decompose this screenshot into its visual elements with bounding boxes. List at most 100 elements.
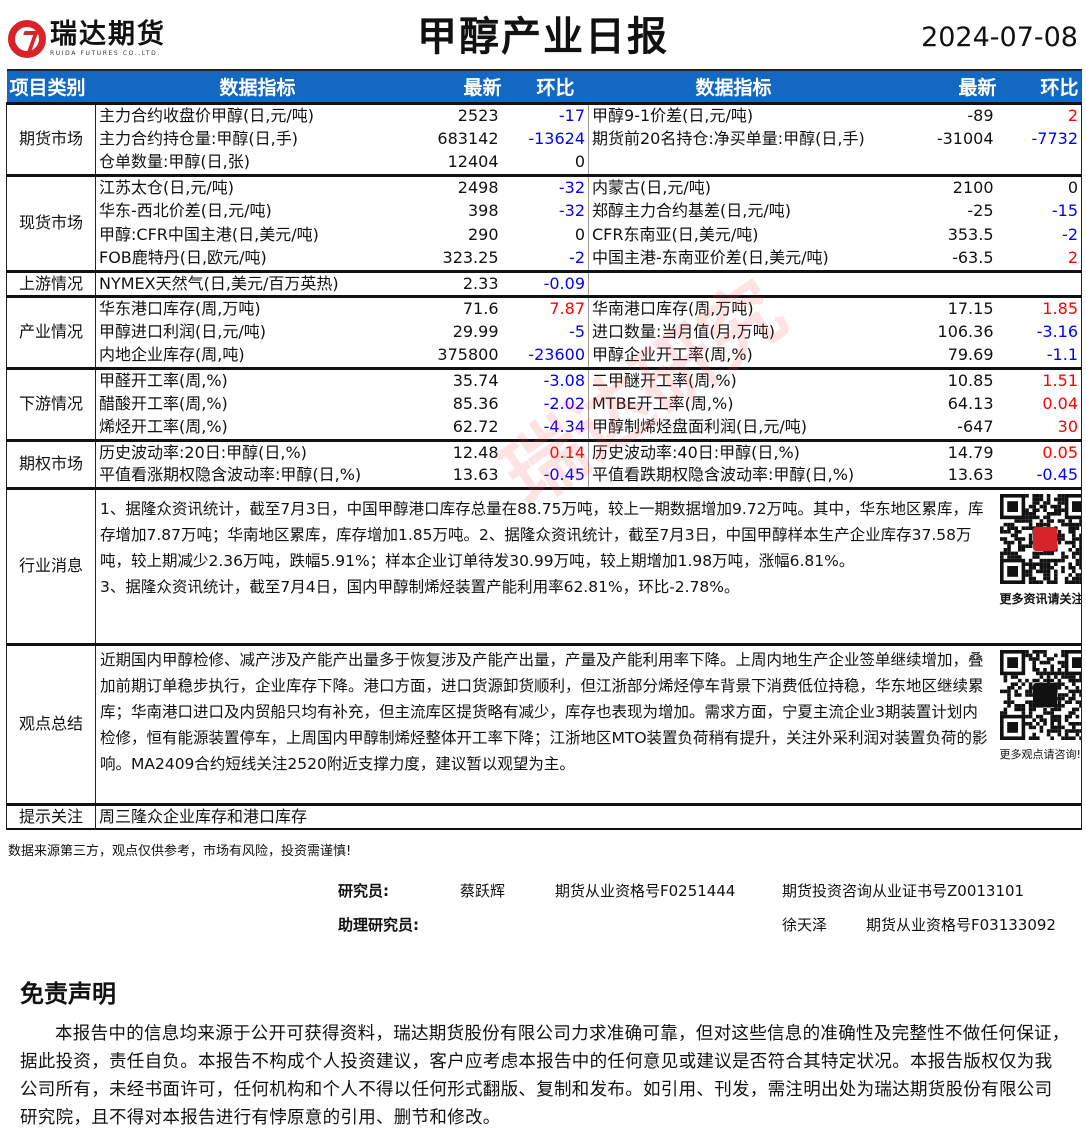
latest-value: 106.36 (937, 322, 994, 341)
qr-follow: 更多资讯请关注! (996, 486, 1082, 644)
indicator-name: NYMEX天然气(日,美元/百万英热) (95, 269, 420, 296)
assistant-label: 助理研究员: (338, 916, 419, 934)
change-value: 0.14 (501, 438, 589, 464)
change-value: -3.08 (501, 366, 589, 392)
latest-value: 10.85 (878, 366, 997, 392)
table-row: 仓单数量:甲醇(日,张) 12404 0 (7, 151, 1082, 175)
researcher-cert: 期货从业资格号F0251444 (555, 882, 736, 900)
category-label: 产业情况 (6, 294, 96, 368)
col-header: 项目类别 (6, 69, 96, 103)
table-row: 华东-西北价差(日,元/吨) 398 -32 郑醇主力合约基差(日,元/吨) -25 -1… (7, 199, 1082, 223)
latest-value: 71.6 (419, 294, 502, 320)
category-label: 期货市场 (6, 101, 96, 175)
news-line: 1、据隆众资讯统计，截至7月3日，中国甲醇港口库存总量在88.75万吨，较上一期… (100, 499, 984, 570)
empty-cell (879, 151, 997, 175)
col-header: 数据指标 (95, 69, 420, 103)
change-value: -1.1 (996, 344, 1082, 368)
indicator-name: 平值看跌期权隐含波动率:甲醇(日,%) (592, 465, 855, 485)
latest-value: -63.5 (952, 248, 994, 268)
table-row: 烯烃开工率(周,%) 62.72 -4.34 甲醇制烯烃盘面利润(日,元/吨) -647… (7, 416, 1082, 440)
change-value: -2.02 (501, 392, 589, 416)
hint-text: 周三隆众企业库存和港口库存 (95, 802, 1082, 830)
category-label: 上游情况 (6, 269, 96, 296)
researcher-label: 研究员: (338, 882, 389, 900)
latest-value: 13.63 (947, 465, 994, 485)
latest-value: -647 (957, 417, 994, 437)
change-value: -0.09 (501, 269, 589, 296)
table-row: 平值看涨期权隐含波动率:甲醇(日,%) 13.63 -0.45 平值看跌期权隐含波动率… (7, 464, 1082, 488)
report-date: 2024-07-08 (921, 22, 1078, 53)
indicator-name: 甲醇企业开工率(周,%) (592, 345, 753, 365)
table-row: 期货市场 主力合约收盘价甲醇(日,元/吨) 2523 -17 甲醇9-1价差(日,元/吨… (6, 101, 1082, 175)
latest-value: 64.13 (947, 394, 994, 413)
change-value: -7732 (996, 127, 1082, 151)
indicator-name: 内地企业库存(周,吨) (99, 345, 245, 365)
indicator-name: MTBE开工率(周,%) (592, 394, 734, 413)
change-value: 2 (996, 247, 1082, 271)
latest-value: 29.99 (452, 322, 499, 341)
change-value: 0 (996, 173, 1082, 199)
hint-row: 提示关注 周三隆众企业库存和港口库存 (6, 802, 1082, 830)
change-value: 7.87 (501, 294, 589, 320)
logo-icon (8, 20, 46, 58)
change-value: 2 (996, 101, 1082, 127)
latest-value: 12404 (447, 152, 499, 172)
table-row: 甲醇进口利润(日,元/吨) 29.99 -5 进口数量:当月值(月,万吨) 106.36… (7, 320, 1082, 344)
table-row: 甲醇:CFR中国主港(日,美元/吨) 290 0 CFR东南亚(日,美元/吨) 353.… (7, 223, 1082, 247)
change-value: -32 (501, 199, 589, 223)
report-title: 甲醇产业日报 (417, 14, 669, 60)
indicator-name: 进口数量:当月值(月,万吨) (592, 322, 775, 341)
table-row: 下游情况 甲醛开工率(周,%) 35.74 -3.08 二甲醚开工率(周,%) 10.85… (6, 366, 1082, 440)
news-row: 行业消息 1、据隆众资讯统计，截至7月3日，中国甲醇港口库存总量在88.75万吨… (6, 486, 1082, 644)
wechat-qr-code-icon (999, 649, 1081, 740)
logo-subtext: RUIDA FUTURES CO.,LTD. (50, 50, 161, 57)
indicator-name: 主力合约持仓量:甲醇(日,手) (99, 129, 298, 148)
data-table: 项目类别 数据指标 最新 环比 数据指标 最新 环比 期货市场 主力合约收盘价甲醇… (6, 69, 1082, 830)
empty-cell (996, 269, 1082, 296)
indicator-name: 甲醇:CFR中国主港(日,美元/吨) (99, 225, 319, 244)
table-header-row: 项目类别 数据指标 最新 环比 数据指标 最新 环比 (6, 69, 1082, 103)
change-value: -2 (501, 247, 589, 271)
indicator-name: 甲醛开工率(周,%) (95, 366, 420, 392)
indicator-name: 甲醇制烯烃盘面利润(日,元/吨) (592, 417, 807, 437)
col-header: 环比 (996, 69, 1082, 103)
table-row: 期权市场 历史波动率:20日:甲醇(日,%) 12.48 0.14 历史波动率:40日:… (6, 438, 1082, 488)
change-value: -0.45 (501, 464, 589, 488)
indicator-name: 烯烃开工率(周,%) (99, 417, 228, 437)
category-label: 现货市场 (6, 173, 96, 271)
latest-value: 85.36 (452, 394, 499, 413)
researcher-advisory-cert: 期货投资咨询从业证书号Z0013101 (782, 882, 1025, 900)
view-text: 近期国内甲醇检修、减产涉及产能产出量多于恢复涉及产能产出量，产量及产能利用率下降… (95, 642, 997, 804)
latest-value: -89 (878, 101, 997, 127)
qr-caption: 更多观点请咨询! (999, 747, 1081, 761)
change-value: -23600 (501, 344, 589, 368)
col-header: 最新 (878, 69, 997, 103)
indicator-name: 甲醇进口利润(日,元/吨) (99, 322, 266, 341)
change-value: -2 (996, 223, 1082, 247)
change-value: 0.04 (996, 392, 1082, 416)
news-line: 3、据隆众资讯统计，截至7月4日，国内甲醇制烯烃装置产能利用率62.81%，环比… (100, 577, 740, 596)
indicator-name: 郑醇主力合约基差(日,元/吨) (592, 201, 791, 220)
category-label: 行业消息 (6, 486, 96, 644)
change-value: -4.34 (501, 416, 589, 440)
change-value: -3.16 (996, 320, 1082, 344)
latest-value: -25 (967, 201, 994, 220)
change-value: 30 (996, 416, 1082, 440)
news-text: 1、据隆众资讯统计，截至7月3日，中国甲醇港口库存总量在88.75万吨，较上一期… (95, 486, 997, 644)
indicator-name: 仓单数量:甲醇(日,张) (99, 152, 250, 172)
latest-value: 13.63 (452, 465, 499, 485)
empty-cell (878, 269, 997, 296)
latest-value: 683142 (437, 129, 499, 148)
table-row: 上游情况 NYMEX天然气(日,美元/百万英热) 2.33 -0.09 (6, 269, 1082, 296)
latest-value: 2100 (878, 173, 997, 199)
indicator-name: 华南港口库存(周,万吨) (588, 294, 879, 320)
table-row: 醋酸开工率(周,%) 85.36 -2.02 MTBE开工率(周,%) 64.13 0.0… (7, 392, 1082, 416)
company-logo: 瑞达期货 RUIDA FUTURES CO.,LTD. (8, 20, 166, 58)
latest-value: -31004 (936, 129, 994, 148)
indicator-name: 华东-西北价差(日,元/吨) (99, 201, 272, 220)
change-value: -5 (501, 320, 589, 344)
latest-value: 62.72 (452, 417, 499, 437)
indicator-name: 二甲醚开工率(周,%) (588, 366, 879, 392)
latest-value: 14.79 (878, 438, 997, 464)
indicator-name: 历史波动率:20日:甲醇(日,%) (95, 438, 420, 464)
